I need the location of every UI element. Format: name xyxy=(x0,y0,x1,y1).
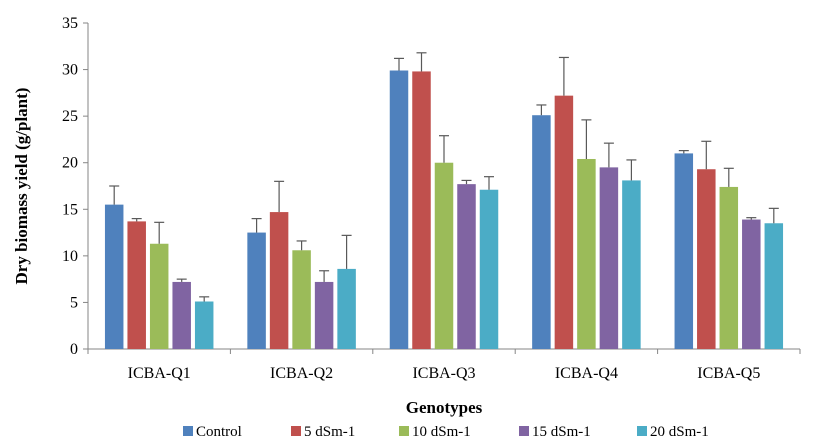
bar xyxy=(622,180,641,349)
y-tick-label: 5 xyxy=(70,294,78,311)
y-tick-label: 0 xyxy=(70,341,78,358)
y-tick-label: 35 xyxy=(62,15,78,32)
bar xyxy=(104,204,124,349)
bar xyxy=(457,184,476,349)
bar xyxy=(764,223,784,349)
legend-label: 20 dSm-1 xyxy=(650,424,709,440)
bar xyxy=(269,212,289,349)
bar xyxy=(479,189,499,349)
bar xyxy=(194,301,214,349)
bar xyxy=(719,186,739,349)
legend-swatch xyxy=(399,426,409,436)
x-category-label: ICBA-Q2 xyxy=(270,365,333,382)
x-axis-title: Genotypes xyxy=(406,398,483,417)
bar xyxy=(389,70,409,349)
bar xyxy=(127,221,146,349)
bar xyxy=(412,71,431,349)
legend-label: 5 dSm-1 xyxy=(304,424,355,440)
error-bars-group xyxy=(109,52,779,302)
legend-swatch xyxy=(519,426,529,436)
y-axis: 0 5 10 15 20 25 30 35 xyxy=(62,15,89,358)
legend-label: Control xyxy=(196,424,242,440)
bar xyxy=(337,268,356,349)
y-tick-label: 15 xyxy=(62,201,78,218)
legend-label: 10 dSm-1 xyxy=(412,424,471,440)
x-category-label: ICBA-Q1 xyxy=(128,365,191,382)
legend-label: 15 dSm-1 xyxy=(532,424,591,440)
x-category-label: ICBA-Q3 xyxy=(412,365,475,382)
bar xyxy=(292,250,311,349)
y-tick-label: 10 xyxy=(62,248,78,265)
legend-swatch xyxy=(637,426,647,436)
bar xyxy=(149,243,169,349)
y-tick-label: 20 xyxy=(62,155,78,172)
bar xyxy=(314,281,334,349)
legend-swatch xyxy=(183,426,193,436)
bar xyxy=(599,167,619,349)
legend: Control 5 dSm-1 10 dSm-1 15 dSm-1 20 dSm-1 xyxy=(183,424,709,440)
bar xyxy=(532,115,551,349)
legend-swatch xyxy=(291,426,301,436)
bar xyxy=(674,153,694,349)
bar xyxy=(742,219,761,349)
bar xyxy=(434,162,454,349)
bar xyxy=(697,169,716,349)
x-category-label: ICBA-Q5 xyxy=(697,365,760,382)
y-tick-label: 25 xyxy=(62,108,78,125)
y-axis-title: Dry biomass yield (g/plant) xyxy=(12,88,31,285)
bar xyxy=(577,158,596,349)
bar-series-group xyxy=(104,70,784,349)
bar xyxy=(554,95,574,349)
x-category-label: ICBA-Q4 xyxy=(555,365,618,382)
bar xyxy=(247,232,266,349)
x-axis: ICBA-Q1 ICBA-Q2 ICBA-Q3 ICBA-Q4 ICBA-Q5 xyxy=(87,348,801,382)
y-tick-label: 30 xyxy=(62,62,78,79)
bar xyxy=(172,281,191,349)
